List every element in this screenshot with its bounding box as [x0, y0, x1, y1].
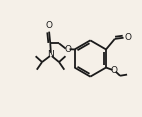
Text: O: O	[45, 21, 52, 30]
Text: O: O	[110, 66, 117, 75]
Text: O: O	[125, 33, 131, 42]
Text: O: O	[64, 45, 71, 54]
Text: N: N	[47, 50, 54, 59]
